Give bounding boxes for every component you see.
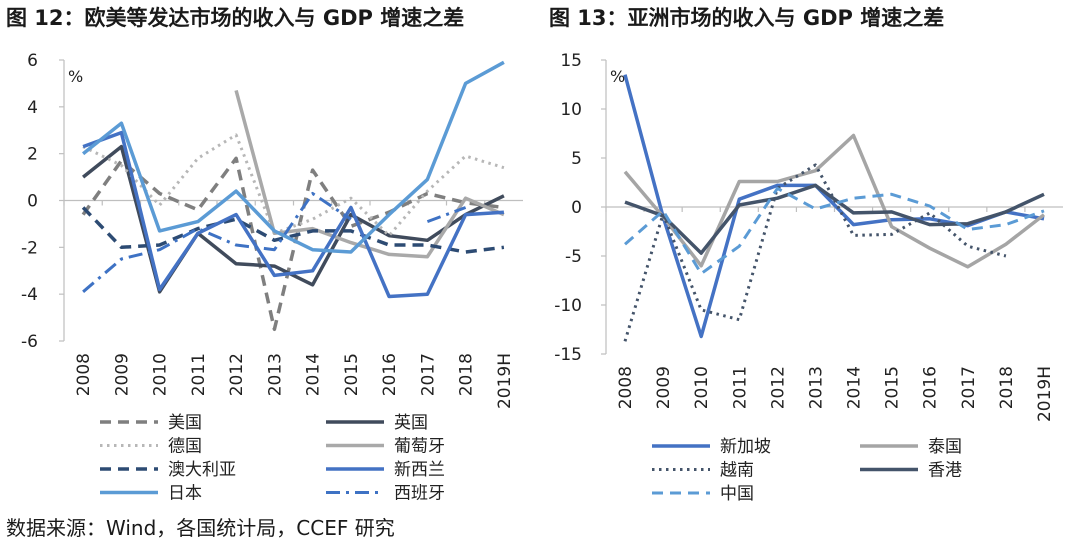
right-x-tick-label: 2016 xyxy=(921,366,941,409)
left-legend-label-4: 澳大利亚 xyxy=(168,460,236,480)
left-y-tick-label: 4 xyxy=(27,98,38,118)
right-series-line-2 xyxy=(623,163,1007,342)
left-series-line-2 xyxy=(82,133,505,238)
right-y-tick-label: 5 xyxy=(571,149,582,169)
left-x-tick-label: 2009 xyxy=(112,353,132,396)
left-legend-label-6: 日本 xyxy=(168,484,202,504)
right-x-tick-label: 2015 xyxy=(883,366,903,409)
right-x-tick-label: 2019H xyxy=(1035,366,1055,422)
left-series-line-5 xyxy=(82,130,505,299)
left-series-line-4 xyxy=(81,206,505,254)
right-x-tick-label: 2012 xyxy=(768,366,788,409)
left-x-tick-label: 2012 xyxy=(227,353,247,396)
left-x-tick-label: 2008 xyxy=(74,353,94,396)
left-chart: 6 4 2 0 -2 -4 -6% 2008 2009 2010 2011 2012 2013 2014 2… xyxy=(21,51,523,504)
right-y-tick-label: -5 xyxy=(565,247,582,267)
right-legend-label-4: 中国 xyxy=(720,484,754,504)
left-y-tick-label: -2 xyxy=(21,238,38,258)
left-unit-label: % xyxy=(68,67,83,86)
left-legend-label-7: 西班牙 xyxy=(394,484,445,504)
right-y-tick-label: -15 xyxy=(554,345,582,365)
left-x-tick-label: 2014 xyxy=(304,353,324,396)
left-x-tick-label: 2016 xyxy=(380,353,400,396)
right-series-line-4 xyxy=(624,186,1045,276)
right-unit-label: % xyxy=(610,67,625,86)
left-y-tick-label: -4 xyxy=(21,285,38,305)
left-x-tick-label: 2019H xyxy=(495,353,515,409)
left-y-tick-label: -6 xyxy=(21,332,38,352)
right-series-line-0 xyxy=(623,74,1045,339)
right-chart-title: 图 13：亚洲市场的收入与 GDP 增速之差 xyxy=(549,6,945,30)
right-series-line-3 xyxy=(624,183,1045,255)
data-source-note: 数据来源：Wind，各国统计局，CCEF 研究 xyxy=(6,516,395,540)
right-x-tick-label: 2017 xyxy=(959,366,979,409)
right-y-tick-label: -10 xyxy=(554,296,582,316)
left-legend-label-5: 新西兰 xyxy=(394,460,445,480)
left-x-tick-label: 2013 xyxy=(265,353,285,396)
left-chart-title: 图 12：欧美等发达市场的收入与 GDP 增速之差 xyxy=(6,6,465,30)
right-x-tick-label: 2011 xyxy=(730,366,750,409)
right-x-tick-label: 2014 xyxy=(845,366,865,409)
left-legend-label-3: 葡萄牙 xyxy=(394,437,445,457)
right-x-tick-label: 2008 xyxy=(616,366,636,409)
left-legend-label-0: 美国 xyxy=(168,413,202,433)
left-y-tick-label: 6 xyxy=(27,51,38,71)
left-legend-label-2: 德国 xyxy=(168,437,202,457)
right-chart: 15 10 5 0 -5 -10 -15% 2008 2009 2010 2011 2012 2013 2… xyxy=(554,51,1063,504)
right-y-tick-label: 0 xyxy=(571,198,582,218)
right-x-tick-label: 2009 xyxy=(654,366,674,409)
left-x-tick-label: 2010 xyxy=(151,353,171,396)
right-legend-label-2: 越南 xyxy=(720,461,754,481)
left-x-tick-label: 2018 xyxy=(457,353,477,396)
left-series-line-7 xyxy=(82,192,467,293)
right-y-tick-label: 10 xyxy=(560,100,582,120)
right-x-tick-label: 2010 xyxy=(692,366,712,409)
right-legend-label-3: 香港 xyxy=(928,461,962,481)
left-series-line-6 xyxy=(82,60,505,254)
left-legend-label-1: 英国 xyxy=(394,413,428,433)
left-x-tick-label: 2011 xyxy=(189,353,209,396)
right-x-tick-label: 2013 xyxy=(806,366,826,409)
right-legend-label-0: 新加坡 xyxy=(720,437,771,457)
right-series-line-1 xyxy=(623,133,1046,269)
right-x-tick-label: 2018 xyxy=(997,366,1017,409)
right-legend-label-1: 泰国 xyxy=(928,437,962,457)
right-y-tick-label: 15 xyxy=(560,51,582,71)
left-y-tick-label: 0 xyxy=(27,192,38,212)
left-y-tick-label: 2 xyxy=(27,145,38,165)
left-x-tick-label: 2017 xyxy=(418,353,438,396)
left-x-tick-label: 2015 xyxy=(342,353,362,396)
left-series-line-0 xyxy=(81,156,505,332)
